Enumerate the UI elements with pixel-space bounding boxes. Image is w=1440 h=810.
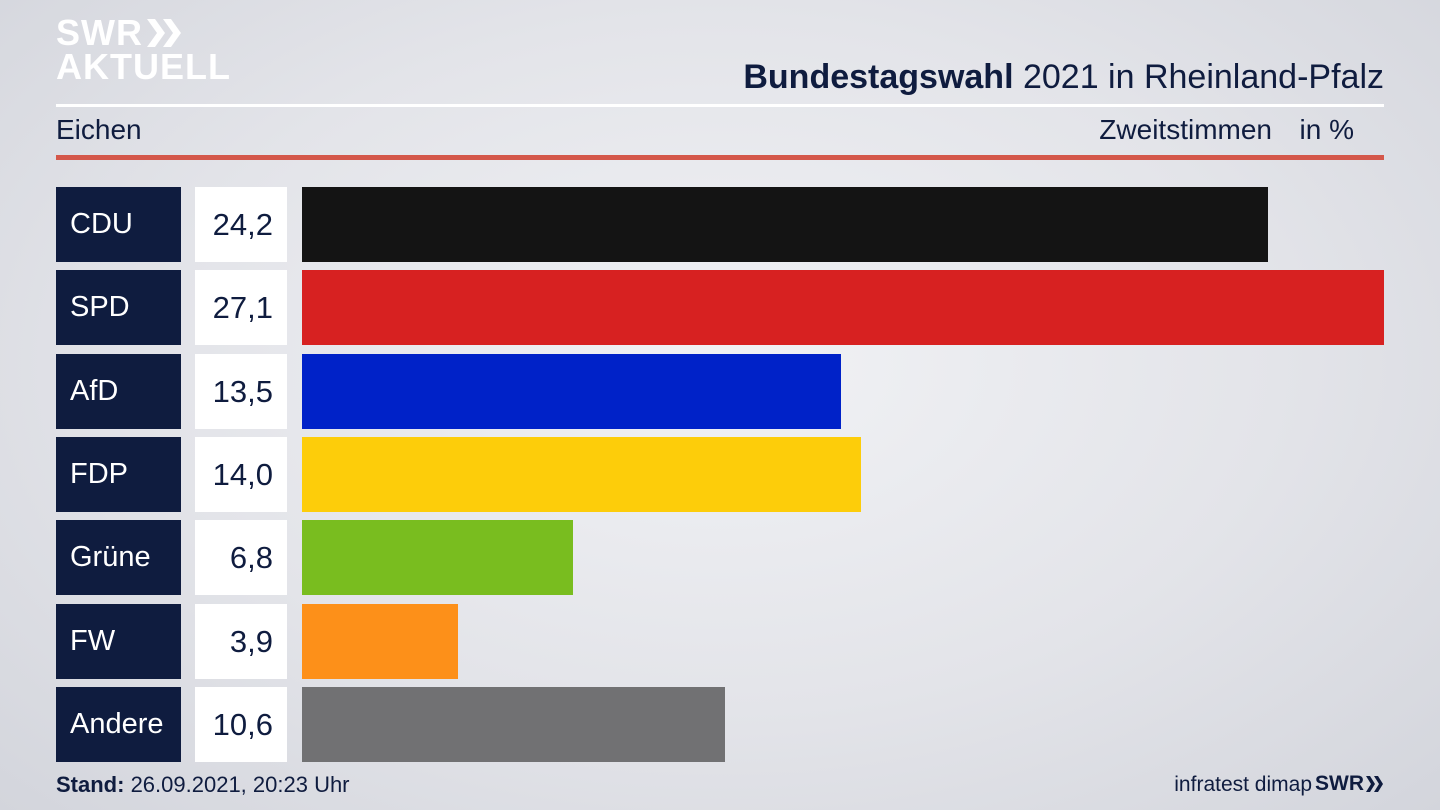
party-box-gruene: Grüne [56,520,181,595]
bar-fdp [302,437,861,512]
party-box-fw: FW [56,604,181,679]
party-box-afd: AfD [56,354,181,429]
value-label: 6,8 [229,540,273,575]
title-bold: Bundestagswahl [743,58,1014,96]
party-label: FW [70,625,116,657]
unit-label: in % [1299,114,1354,145]
value-label: 24,2 [212,207,273,242]
bar-cdu [302,187,1268,262]
stand-value: 26.09.2021, 20:23 Uhr [124,772,350,797]
bar-andere [302,687,725,762]
value-box-gruene: 6,8 [195,520,287,595]
party-label: CDU [70,208,133,240]
party-label: AfD [70,375,119,407]
value-box-afd: 13,5 [195,354,287,429]
value-label: 13,5 [212,374,273,409]
location-label: Eichen [56,114,142,145]
party-box-andere: Andere [56,687,181,762]
chevrons-icon [147,19,181,47]
party-box-fdp: FDP [56,437,181,512]
timestamp: Stand: 26.09.2021, 20:23 Uhr [56,772,350,798]
header-divider [56,104,1384,107]
value-box-fw: 3,9 [195,604,287,679]
value-box-andere: 10,6 [195,687,287,762]
value-label: 10,6 [212,707,273,742]
metric-label: Zweitstimmen [1099,114,1272,145]
swr-aktuell-logo: SWR AKTUELL [56,12,231,87]
bar-afd [302,354,841,429]
source-label: infratest dimap [1174,773,1312,796]
page-title: Bundestagswahl 2021 in Rheinland-Pfalz [743,58,1384,97]
chevrons-icon [1366,776,1383,792]
accent-divider [56,155,1384,160]
swr-footer-logo: SWR [1315,772,1384,796]
bar-fw [302,604,458,679]
stand-label: Stand: [56,772,125,797]
party-box-cdu: CDU [56,187,181,262]
value-box-cdu: 24,2 [195,187,287,262]
logo-text-swr: SWR [56,12,143,53]
value-box-fdp: 14,0 [195,437,287,512]
party-label: Andere [70,708,164,740]
value-box-spd: 27,1 [195,270,287,345]
party-box-spd: SPD [56,270,181,345]
party-label: SPD [70,291,130,323]
value-label: 3,9 [229,624,273,659]
party-label: FDP [70,458,128,490]
logo-text-aktuell: AKTUELL [56,46,231,87]
title-rest: 2021 in Rheinland-Pfalz [1013,58,1384,96]
value-label: 14,0 [212,457,273,492]
swr-footer-text: SWR [1315,772,1364,795]
party-label: Grüne [70,541,151,573]
bar-spd [302,270,1384,345]
value-label: 27,1 [212,290,273,325]
bar-gruene [302,520,573,595]
